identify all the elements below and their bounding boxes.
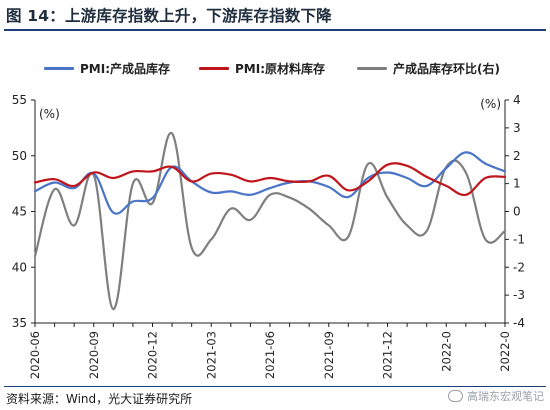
x-tick-label: 2020-09 xyxy=(87,331,101,379)
x-tick-label: 2021-09 xyxy=(322,331,336,379)
legend-item-finished-goods: PMI:产成品库存 xyxy=(44,60,170,77)
x-tick-label: 2022-0 xyxy=(439,331,453,372)
source-note: 资料来源：Wind，光大证券研究所 xyxy=(6,392,193,406)
right-y-tick-label: 1 xyxy=(513,177,521,191)
chart-axes: 35 40 45 50 55 -4 -3 -2 -1 0 1 2 3 4 (%) (%) 2020-06 2020… xyxy=(12,93,525,379)
legend-swatch-finished-goods xyxy=(44,67,74,70)
title-underline xyxy=(4,29,546,31)
watermark-text: 高瑞东宏观笔记 xyxy=(467,390,544,403)
right-y-tick-label: 3 xyxy=(513,121,521,135)
left-y-tick-label: 50 xyxy=(12,149,27,163)
x-tick-label: 2020-06 xyxy=(28,331,42,379)
legend-swatch-raw-materials xyxy=(199,67,229,70)
source-divider xyxy=(4,386,546,387)
chart-legend: PMI:产成品库存 PMI:原材料库存 产成品库存环比(右) xyxy=(0,60,550,80)
left-y-tick-label: 55 xyxy=(12,93,27,107)
x-tick-label: 2021-06 xyxy=(263,331,277,379)
right-y-tick-label: 4 xyxy=(513,93,521,107)
series-line-mom-change xyxy=(33,132,507,311)
wechat-icon xyxy=(448,390,463,402)
x-tick-label: 2020-12 xyxy=(146,331,160,379)
series-line-raw-materials xyxy=(33,162,507,197)
legend-label-mom-change: 产成品库存环比(右) xyxy=(393,62,500,76)
legend-item-raw-materials: PMI:原材料库存 xyxy=(199,60,325,77)
series-line-finished-goods xyxy=(33,151,507,215)
right-y-tick-label: 2 xyxy=(513,149,521,163)
left-y-tick-label: 45 xyxy=(12,205,27,219)
x-tick-label: 2021-03 xyxy=(204,331,218,379)
left-y-tick-label: 35 xyxy=(12,316,27,330)
legend-label-raw-materials: PMI:原材料库存 xyxy=(235,62,326,76)
legend-item-mom-change: 产成品库存环比(右) xyxy=(357,60,500,77)
legend-label-finished-goods: PMI:产成品库存 xyxy=(80,62,171,76)
right-axis-unit: (%) xyxy=(480,97,501,111)
x-tick-label: 2021-12 xyxy=(381,331,395,379)
x-tick-label: 2022-0 xyxy=(498,331,512,372)
chart-title: 图 14：上游库存指数上升，下游库存指数下降 xyxy=(6,7,332,25)
right-y-tick-label: -4 xyxy=(513,316,525,330)
legend-swatch-mom-change xyxy=(357,67,387,70)
watermark: 高瑞东宏观笔记 xyxy=(448,388,544,404)
right-y-tick-label: -2 xyxy=(513,260,525,274)
right-y-tick-label: -1 xyxy=(513,232,525,246)
left-y-tick-label: 40 xyxy=(12,260,27,274)
right-y-tick-label: 0 xyxy=(513,205,521,219)
left-axis-unit: (%) xyxy=(39,107,60,121)
right-y-tick-label: -3 xyxy=(513,288,525,302)
chart-series-lines xyxy=(33,132,507,311)
